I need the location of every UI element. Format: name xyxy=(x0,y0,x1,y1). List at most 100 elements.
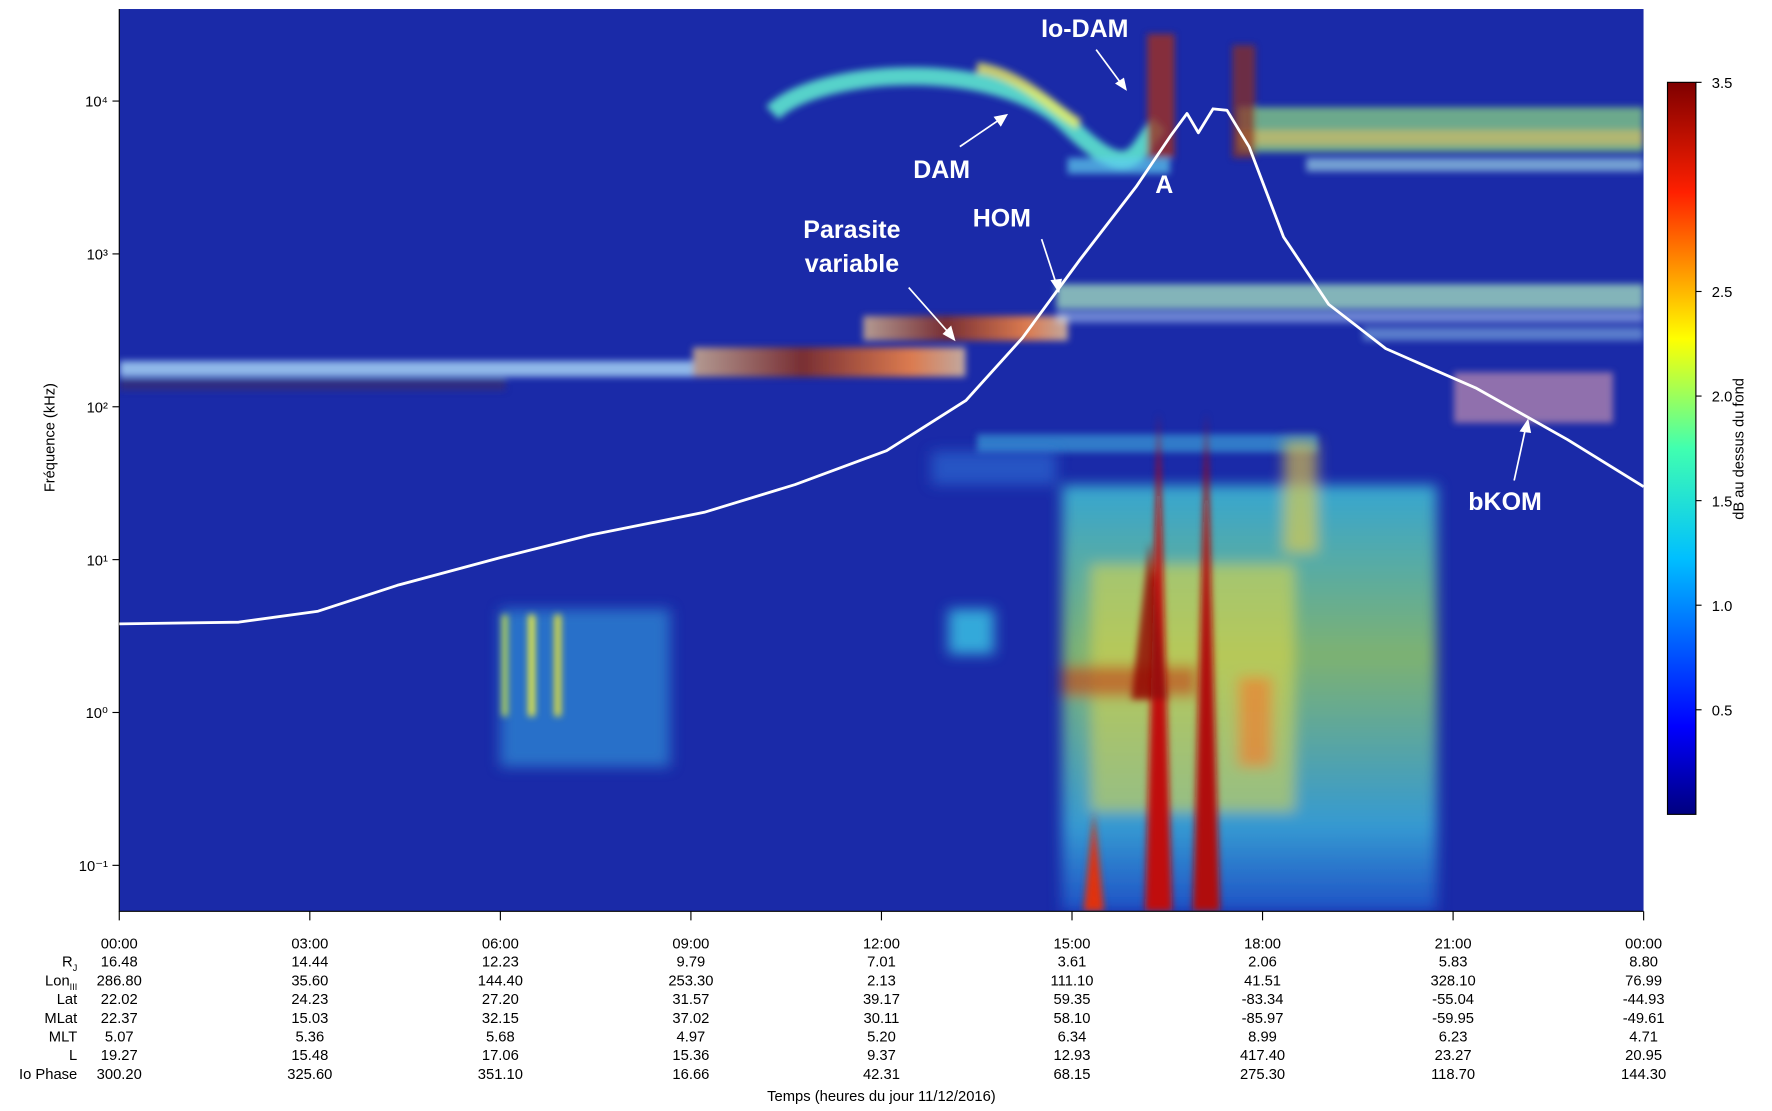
ephemeris-value: 6.34 xyxy=(1058,1030,1087,1046)
ephemeris-label-text: L xyxy=(69,1048,77,1064)
emission-spikes xyxy=(502,411,1220,912)
ephemeris-value: 8.80 xyxy=(1629,955,1658,971)
y-axis-label: Fréquence (kHz) xyxy=(42,383,58,492)
y-tick-label: 10³ xyxy=(87,248,108,264)
ephemeris-value: 39.17 xyxy=(863,992,900,1008)
ephemeris-value: 351.10 xyxy=(478,1067,523,1083)
annotation: variable xyxy=(805,250,899,278)
ephemeris-value: 111.10 xyxy=(1051,973,1094,989)
ephemeris-value: 300.20 xyxy=(97,1067,142,1083)
colorbar-tick-label: 2.5 xyxy=(1712,285,1733,301)
ephemeris-value: 2.13 xyxy=(867,973,896,989)
ephemeris-value: 118.70 xyxy=(1431,1067,1475,1083)
ephemeris-value: 6.23 xyxy=(1439,1030,1468,1046)
ephemeris-value: 9.79 xyxy=(677,955,706,971)
series-line xyxy=(119,107,1645,626)
y-tick-label: 10⁴ xyxy=(85,95,108,111)
ephemeris-label-sub: III xyxy=(70,982,78,992)
ephemeris-value: 275.30 xyxy=(1240,1067,1285,1083)
x-tick-label: 09:00 xyxy=(672,937,709,953)
ephemeris-value: 31.57 xyxy=(672,992,709,1008)
ephemeris-label-text: R xyxy=(62,955,73,971)
ephemeris-value: 58.10 xyxy=(1054,1011,1091,1027)
ephemeris-value: 22.37 xyxy=(101,1011,138,1027)
ephemeris-value: 5.20 xyxy=(867,1030,896,1046)
ephemeris-value: 42.31 xyxy=(863,1067,900,1083)
annotation: bKOM xyxy=(1468,488,1542,516)
ephemeris-value: 17.06 xyxy=(482,1048,519,1064)
annotation: DAM xyxy=(913,156,970,184)
ephemeris-value: 144.40 xyxy=(478,973,523,989)
ephemeris-row-label: MLT xyxy=(49,1030,77,1046)
x-axis-label: Temps (heures du jour 11/12/2016) xyxy=(767,1089,996,1105)
y-tick-label: 10¹ xyxy=(87,553,108,569)
ephemeris-value: -44.93 xyxy=(1623,992,1665,1008)
ephemeris-value: 2.06 xyxy=(1248,955,1277,971)
ephemeris-value: -55.04 xyxy=(1432,992,1474,1008)
ephemeris-value: 22.02 xyxy=(101,992,138,1008)
ephemeris-value: 16.48 xyxy=(101,955,138,971)
colorbar-tick-label: 0.5 xyxy=(1712,703,1733,719)
ephemeris-value: 59.35 xyxy=(1054,992,1091,1008)
ephemeris-value: 12.23 xyxy=(482,955,519,971)
ephemeris-label-sub: J xyxy=(73,963,78,973)
ephemeris-value: 4.71 xyxy=(1629,1030,1658,1046)
ephemeris-value: 253.30 xyxy=(668,973,713,989)
ephemeris-row-label: RJ xyxy=(62,955,77,973)
ephemeris-value: 15.36 xyxy=(672,1048,709,1064)
emission-features xyxy=(119,33,1644,453)
ephemeris-value: 15.48 xyxy=(291,1048,328,1064)
annotation: Io-DAM xyxy=(1041,15,1128,43)
ephemeris-value: 16.66 xyxy=(672,1067,709,1083)
ephemeris-row-label: LonIII xyxy=(45,973,77,991)
x-tick-label: 00:00 xyxy=(101,937,138,953)
ephemeris-value: 24.23 xyxy=(291,992,328,1008)
ephemeris-value: 35.60 xyxy=(291,973,328,989)
y-tick-label: 10⁰ xyxy=(86,706,108,722)
colorbar-tick-label: 1.5 xyxy=(1712,494,1733,510)
ephemeris-value: -83.34 xyxy=(1242,992,1284,1008)
colorbar-tick-label: 1.0 xyxy=(1712,599,1733,615)
ephemeris-value: -59.95 xyxy=(1432,1011,1474,1027)
x-tick-label: 15:00 xyxy=(1054,937,1091,953)
x-tick-label: 18:00 xyxy=(1244,937,1281,953)
ephemeris-value: 19.27 xyxy=(101,1048,138,1064)
ephemeris-value: 8.99 xyxy=(1248,1030,1277,1046)
ephemeris-value: 37.02 xyxy=(672,1011,709,1027)
ephemeris-value: -85.97 xyxy=(1242,1011,1284,1027)
x-tick-label: 00:00 xyxy=(1625,937,1662,953)
x-tick-label: 21:00 xyxy=(1435,937,1472,953)
annotation: A xyxy=(1155,171,1173,199)
ephemeris-label-text: Io Phase xyxy=(19,1067,77,1083)
x-tick-label: 06:00 xyxy=(482,937,519,953)
colorbar-tick-label: 3.5 xyxy=(1712,76,1733,92)
ephemeris-value: 20.95 xyxy=(1625,1048,1662,1064)
ephemeris-row-label: L xyxy=(69,1048,77,1064)
ephemeris-row-label: Io Phase xyxy=(19,1067,77,1083)
ephemeris-label-text: MLat xyxy=(44,1011,77,1027)
ephemeris-row-label: Lat xyxy=(57,992,78,1008)
y-tick-label: 10⁻¹ xyxy=(79,859,108,875)
ephemeris-value: 32.15 xyxy=(482,1011,519,1027)
annotation-arrows xyxy=(908,49,1532,481)
ephemeris-value: 328.10 xyxy=(1431,973,1476,989)
ephemeris-row-label: MLat xyxy=(44,1011,77,1027)
ephemeris-value: 30.11 xyxy=(864,1011,900,1027)
ephemeris-value: 5.68 xyxy=(486,1030,515,1046)
ephemeris-label-text: Lat xyxy=(57,992,78,1008)
ephemeris-value: 5.83 xyxy=(1439,955,1468,971)
ephemeris-value: 7.01 xyxy=(867,955,896,971)
ephemeris-value: 23.27 xyxy=(1435,1048,1472,1064)
ephemeris-value: 76.99 xyxy=(1625,973,1662,989)
ephemeris-value: 417.40 xyxy=(1240,1048,1285,1064)
ephemeris-value: 9.37 xyxy=(867,1048,896,1064)
ephemeris-value: 144.30 xyxy=(1621,1067,1666,1083)
spectrogram xyxy=(119,9,1644,912)
annotation: HOM xyxy=(973,205,1031,233)
ephemeris-label-text: Lon xyxy=(45,973,70,989)
colorbar-label: dB au dessus du fond xyxy=(1732,378,1748,520)
ephemeris-value: 27.20 xyxy=(482,992,519,1008)
ephemeris-label-text: MLT xyxy=(49,1030,77,1046)
ephemeris-value: 5.36 xyxy=(295,1030,324,1046)
